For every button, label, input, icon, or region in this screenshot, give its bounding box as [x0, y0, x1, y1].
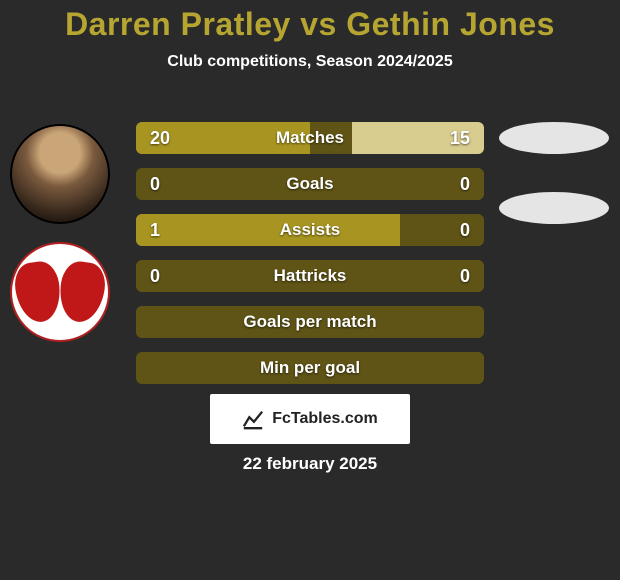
chart-icon — [242, 408, 264, 430]
left-player-column — [10, 124, 110, 342]
stat-value-right: 0 — [424, 174, 484, 195]
club-crest — [10, 242, 110, 342]
stat-bar: Goals per match — [136, 306, 484, 338]
stat-bar: 20Matches15 — [136, 122, 484, 154]
watermark-text: FcTables.com — [272, 410, 378, 428]
stat-value-left: 20 — [136, 128, 196, 149]
stat-label: Goals — [196, 174, 424, 194]
subtitle: Club competitions, Season 2024/2025 — [0, 53, 620, 71]
stat-value-right: 0 — [424, 266, 484, 287]
page-title: Darren Pratley vs Gethin Jones — [0, 0, 620, 43]
right-player-column — [498, 122, 610, 224]
placeholder-ellipse — [499, 192, 609, 224]
placeholder-ellipse — [499, 122, 609, 154]
stat-value-left: 0 — [136, 266, 196, 287]
stat-label: Goals per match — [196, 312, 424, 332]
stat-label: Min per goal — [196, 358, 424, 378]
stat-value-right: 0 — [424, 220, 484, 241]
stat-bar: 0Goals0 — [136, 168, 484, 200]
stat-label: Hattricks — [196, 266, 424, 286]
date-text: 22 february 2025 — [0, 454, 620, 474]
stat-bar: 0Hattricks0 — [136, 260, 484, 292]
stat-label: Assists — [196, 220, 424, 240]
stat-bar: Min per goal — [136, 352, 484, 384]
stat-value-right: 15 — [424, 128, 484, 149]
watermark-badge: FcTables.com — [210, 394, 410, 444]
stat-label: Matches — [196, 128, 424, 148]
stat-bars: 20Matches150Goals01Assists00Hattricks0Go… — [136, 122, 484, 384]
player-avatar — [10, 124, 110, 224]
stat-value-left: 1 — [136, 220, 196, 241]
stat-bar: 1Assists0 — [136, 214, 484, 246]
stat-value-left: 0 — [136, 174, 196, 195]
